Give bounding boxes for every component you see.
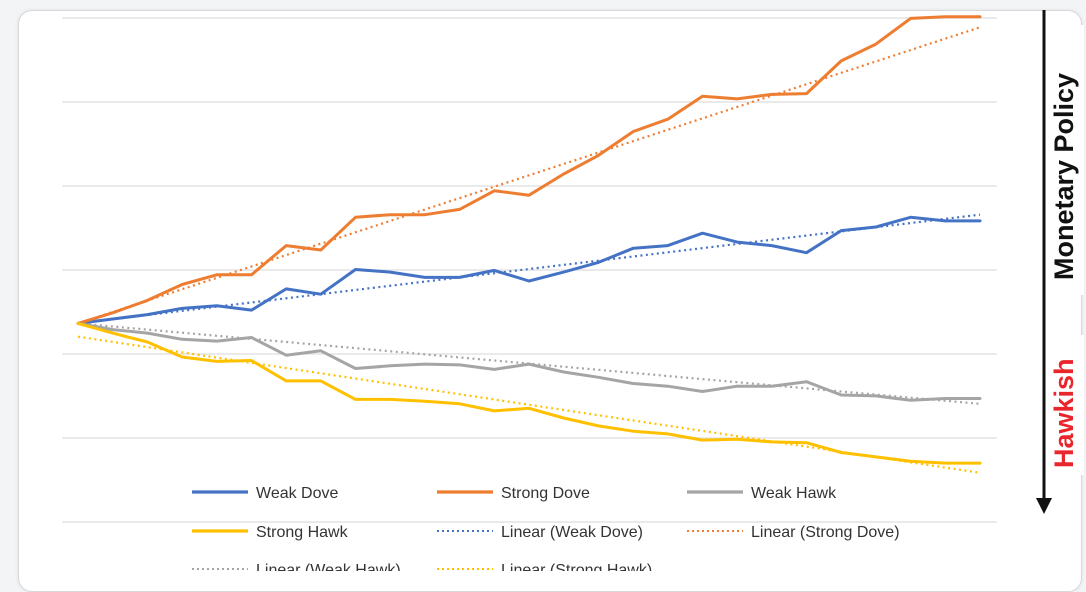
label-backdrop-upper (1050, 25, 1084, 295)
legend-label: Strong Hawk (256, 524, 349, 541)
legend-label: Linear (Strong Hawk) (501, 562, 652, 571)
monetary-policy-label: Monetary Policy (1049, 73, 1079, 280)
hawkish-label: Hawkish (1049, 358, 1079, 468)
series-line-weak-hawk (76, 321, 982, 402)
legend: Weak Dove Strong Dove Weak Hawk Strong Hawk… (192, 485, 900, 571)
trendline-linear-strong-dove (77, 26, 981, 325)
series-line-weak-dove (76, 215, 982, 325)
legend-label: Linear (Strong Dove) (751, 524, 900, 541)
line-chart: Weak Dove Strong Dove Weak Hawk Strong Hawk… (62, 10, 1084, 571)
series-line-strong-dove (76, 15, 982, 325)
legend-label: Weak Dove (256, 485, 339, 502)
legend-label: Linear (Weak Dove) (501, 524, 643, 541)
legend-label: Linear (Weak Hawk) (256, 562, 401, 571)
legend-label: Weak Hawk (751, 485, 837, 502)
chart-card (18, 10, 1082, 592)
arrow-down-icon (1036, 498, 1052, 514)
series-lines (76, 15, 982, 465)
label-backdrop-lower (1050, 335, 1084, 475)
trendlines (77, 26, 981, 474)
gridlines (62, 17, 997, 523)
legend-label: Strong Dove (501, 485, 590, 502)
series-line-strong-hawk (76, 321, 982, 465)
